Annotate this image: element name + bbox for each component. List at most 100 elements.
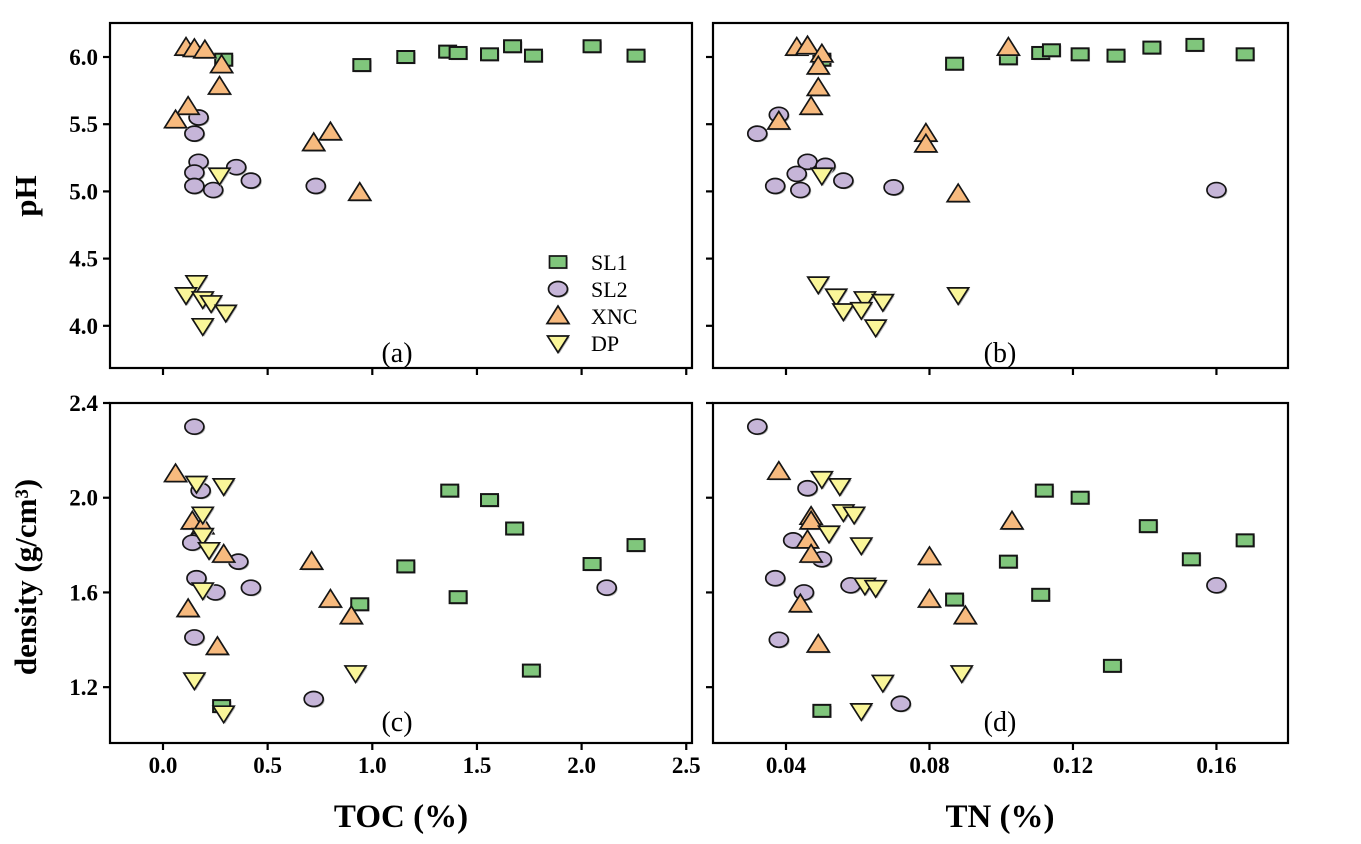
data-marker-SL2	[240, 172, 262, 189]
panel-a-frame	[108, 21, 694, 370]
data-marker-SL1	[521, 663, 541, 678]
data-marker-DP	[827, 478, 852, 497]
data-marker-XNC	[798, 542, 824, 563]
data-marker-XNC	[338, 604, 364, 625]
data-marker-SL2	[240, 579, 262, 597]
data-marker-DP	[173, 287, 199, 306]
panel-c: 2.4 2.0 1.6 1.2 0.0 0.5 1.0 1.5 2.0 2.5 (c)	[69, 391, 700, 778]
data-marker-SL2	[596, 579, 618, 597]
data-marker-SL1	[448, 590, 468, 605]
data-marker-SL1	[1235, 533, 1255, 548]
data-marker-SL1	[1070, 47, 1090, 62]
legend-label-SL2: SL2	[591, 277, 628, 302]
data-marker-DP	[849, 537, 874, 557]
y-axis-title-density: density (g/cm³)	[8, 479, 43, 675]
data-marker-SL1	[1102, 658, 1122, 673]
data-marker-XNC	[805, 54, 831, 75]
data-marker-SL1	[440, 483, 460, 498]
data-marker-SL1	[812, 703, 832, 718]
x-tick-label: 0.04	[766, 753, 807, 778]
x-tick-label: 0.0	[149, 753, 178, 778]
data-marker-SL1	[998, 554, 1018, 569]
data-marker-XNC	[787, 592, 813, 613]
data-marker-SL1	[1031, 587, 1051, 602]
panel-c-series-SL1	[212, 483, 646, 714]
legend-label-SL1: SL1	[591, 250, 628, 275]
x-tick-label: 1.0	[358, 753, 387, 778]
data-marker-SL2	[225, 158, 247, 176]
data-marker-SL2	[768, 631, 790, 649]
data-marker-SL2	[746, 418, 768, 436]
data-marker-SL1	[1235, 47, 1255, 62]
data-marker-SL1	[448, 45, 468, 60]
data-marker-DP	[184, 475, 209, 495]
data-marker-SL1	[1041, 43, 1061, 58]
data-marker-SL1	[1185, 37, 1205, 52]
data-marker-SL2	[883, 179, 904, 196]
data-marker-SL2	[184, 418, 205, 436]
data-marker-XNC	[805, 76, 831, 97]
data-marker-SL2	[764, 569, 786, 587]
y-axis-title-ph: pH	[8, 175, 43, 216]
data-marker-XNC	[317, 120, 343, 141]
data-marker-SL2	[786, 165, 808, 183]
data-marker-SL1	[1142, 40, 1162, 55]
data-marker-XNC	[798, 509, 824, 530]
data-marker-DP	[182, 672, 207, 692]
data-marker-SL2	[890, 695, 912, 713]
data-marker-SL1	[480, 493, 500, 508]
data-marker-SL1	[582, 557, 602, 572]
data-marker-XNC	[766, 460, 792, 481]
data-marker-DP	[190, 506, 215, 526]
panel-a-series-SL2	[184, 109, 327, 199]
panel-d-frame	[711, 401, 1290, 745]
data-marker-DP	[196, 541, 222, 561]
data-marker-SL1	[626, 48, 646, 63]
data-marker-XNC	[175, 597, 201, 618]
y-tick-label: 5.5	[69, 112, 98, 137]
data-marker-DP	[842, 506, 867, 526]
legend-label-XNC: XNC	[591, 304, 637, 329]
data-marker-SL2	[833, 172, 854, 189]
data-marker-SL1	[1138, 519, 1158, 534]
data-marker-SL2	[303, 690, 325, 708]
data-marker-SL2	[184, 125, 205, 142]
data-marker-SL1	[1034, 483, 1054, 498]
panel-label-a: (a)	[381, 338, 412, 369]
panel-label-c: (c)	[381, 707, 412, 738]
data-marker-DP	[809, 167, 834, 187]
data-marker-SL2	[305, 177, 327, 195]
data-marker-XNC	[995, 35, 1021, 56]
y-tick-label: 1.6	[69, 580, 98, 605]
data-marker-SL1	[582, 39, 602, 54]
data-marker-SL1	[480, 47, 500, 62]
data-marker-XNC	[999, 509, 1025, 530]
data-marker-SL2	[184, 629, 205, 646]
panel-d-series-XNC	[766, 460, 1025, 654]
panel-c-series-SL2	[181, 418, 618, 708]
data-marker-DP	[849, 702, 874, 722]
legend-label-DP: DP	[591, 331, 619, 356]
panel-b-series-XNC	[766, 34, 1021, 203]
legend-marker-SL2	[547, 280, 569, 298]
x-tick-label: 0.08	[909, 753, 949, 778]
legend-marker-XNC	[545, 304, 571, 325]
data-marker-SL1	[396, 559, 416, 574]
panel-b-series-DP	[806, 167, 971, 339]
data-marker-DP	[211, 705, 236, 725]
panel-d: 0.04 0.08 0.12 0.16 (d)	[706, 401, 1290, 778]
x-tick-label: 2.5	[672, 753, 701, 778]
data-marker-DP	[824, 288, 849, 308]
data-marker-SL1	[352, 58, 372, 73]
x-tick-label: 0.16	[1196, 753, 1236, 778]
y-tick-label: 2.0	[69, 486, 98, 511]
data-marker-DP	[211, 478, 236, 497]
data-marker-XNC	[945, 182, 971, 203]
data-marker-SL1	[1181, 552, 1201, 567]
data-marker-DP	[852, 291, 877, 311]
x-axis-title-tn: TN (%)	[945, 799, 1054, 835]
data-marker-SL2	[746, 125, 768, 142]
